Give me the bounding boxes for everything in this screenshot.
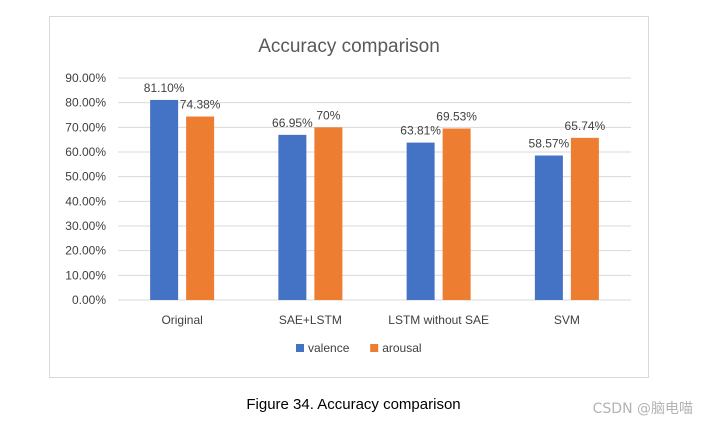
data-label-arousal: 69.53%	[436, 109, 477, 123]
bar-arousal	[442, 128, 471, 300]
data-label-arousal: 74.38%	[180, 98, 221, 112]
figure-caption: Figure 34. Accuracy comparison	[246, 396, 461, 413]
data-label-valence: 81.10%	[144, 81, 185, 95]
bar-valence	[534, 155, 563, 300]
bar-valence	[278, 134, 307, 300]
y-tick-label: 0.00%	[72, 293, 106, 307]
bar-valence	[406, 142, 435, 300]
y-tick-label: 30.00%	[65, 219, 106, 233]
x-tick-label: Original	[161, 313, 202, 327]
legend-swatch-arousal	[370, 344, 379, 352]
data-label-arousal: 70%	[316, 108, 340, 122]
legend-label-arousal: arousal	[382, 341, 421, 355]
y-tick-label: 10.00%	[65, 268, 106, 282]
chart-title: Accuracy comparison	[258, 36, 440, 57]
bar-arousal	[186, 116, 215, 301]
y-tick-label: 70.00%	[65, 120, 106, 134]
legend-swatch-valence	[296, 344, 304, 352]
data-label-valence: 63.81%	[400, 124, 441, 138]
bar-arousal	[570, 137, 599, 300]
bar-valence	[150, 99, 179, 300]
x-tick-label: SVM	[554, 313, 580, 327]
y-tick-label: 20.00%	[65, 244, 106, 258]
bar-arousal	[314, 127, 343, 300]
data-label-arousal: 65.74%	[565, 119, 606, 133]
data-label-valence: 58.57%	[529, 137, 570, 151]
y-tick-label: 60.00%	[65, 145, 106, 159]
y-tick-label: 50.00%	[65, 170, 106, 184]
data-label-valence: 66.95%	[272, 116, 313, 130]
y-tick-label: 90.00%	[65, 71, 106, 85]
accuracy-bar-chart: Accuracy comparison 0.00% 10.00% 20.00% 30.0…	[65, 36, 631, 355]
x-tick-label: LSTM without SAE	[388, 313, 489, 327]
x-tick-label: SAE+LSTM	[279, 313, 342, 327]
y-tick-label: 80.00%	[65, 96, 106, 110]
y-tick-label: 40.00%	[65, 194, 106, 208]
watermark: CSDN @脑电喵	[592, 401, 693, 417]
legend-label-valence: valence	[308, 341, 350, 355]
